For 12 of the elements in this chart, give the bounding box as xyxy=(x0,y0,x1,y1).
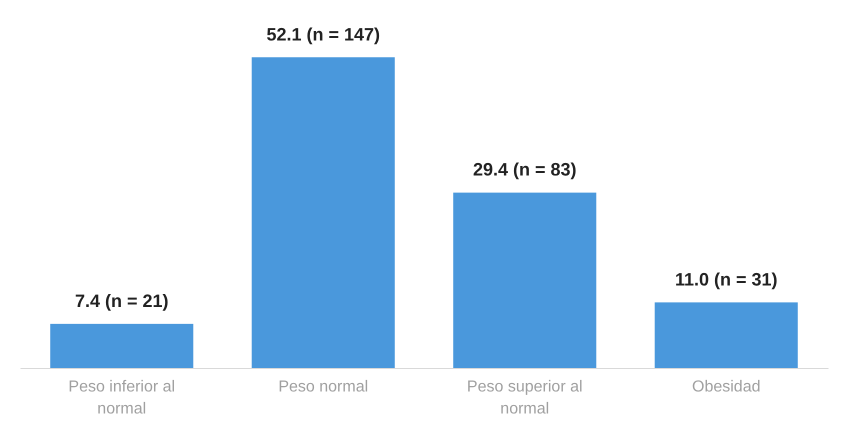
x-tick-label: Peso inferior al normal xyxy=(68,378,176,418)
data-label: 29.4 (n = 83) xyxy=(472,160,577,180)
bar xyxy=(50,324,194,368)
bar xyxy=(654,302,798,368)
bar xyxy=(252,57,395,368)
data-label: 11.0 (n = 31) xyxy=(674,269,778,290)
x-tick-label: Peso normal xyxy=(278,378,368,396)
bar xyxy=(453,192,596,368)
data-label: 7.4 (n = 21) xyxy=(74,290,169,311)
x-tick-label: Peso superior al normal xyxy=(466,378,583,418)
x-tick-label: Obesidad xyxy=(692,378,760,396)
data-label: 52.1 (n = 147) xyxy=(266,24,380,44)
